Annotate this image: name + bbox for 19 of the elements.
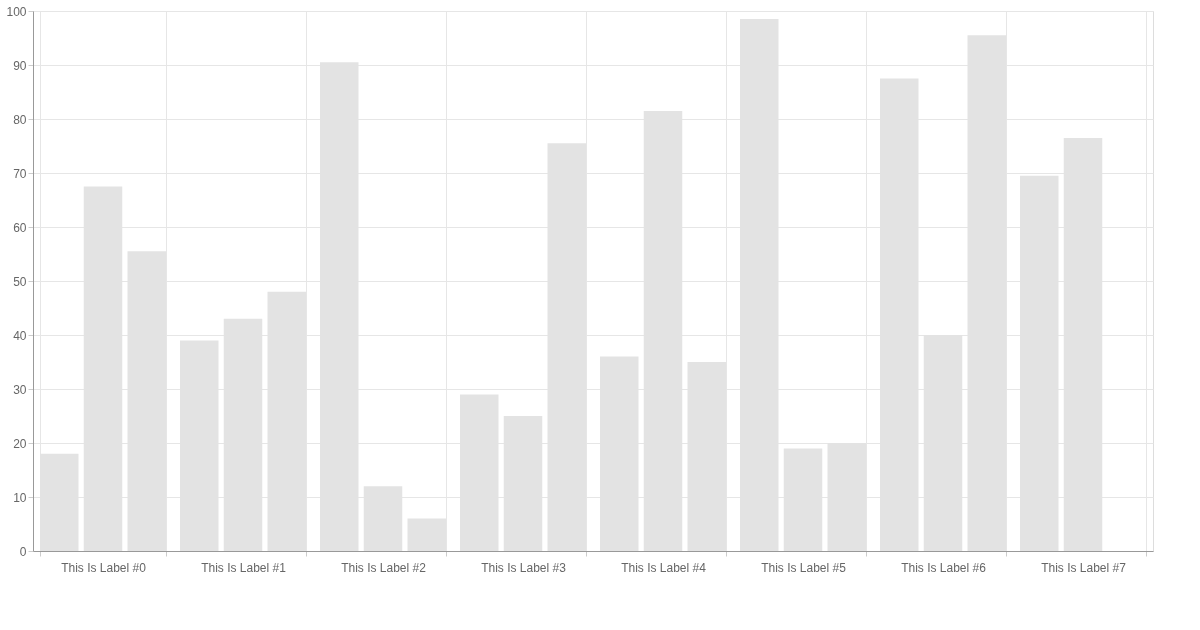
y-tick-label: 70 [13,166,27,181]
x-tick-label: This Is Label #2 [341,560,427,575]
x-tick-label: This Is Label #0 [61,560,147,575]
y-tick-label: 0 [19,544,27,559]
y-tick-label: 90 [13,58,27,73]
x-tick-label: This Is Label #1 [201,560,287,575]
y-tick-label: 60 [13,220,27,235]
y-tick-label: 30 [13,382,27,397]
x-tick-label: This Is Label #3 [481,560,567,575]
y-tick-label: 100 [6,4,27,19]
x-tick-label: This Is Label #4 [621,560,707,575]
x-tick-label: This Is Label #7 [1041,560,1127,575]
x-tick-label: This Is Label #6 [901,560,987,575]
y-tick-label: 50 [13,274,27,289]
y-tick-label: 20 [13,436,27,451]
y-tick-label: 80 [13,112,27,127]
x-tick-label: This Is Label #5 [761,560,847,575]
y-tick-label: 40 [13,328,27,343]
y-tick-label: 10 [13,490,27,505]
